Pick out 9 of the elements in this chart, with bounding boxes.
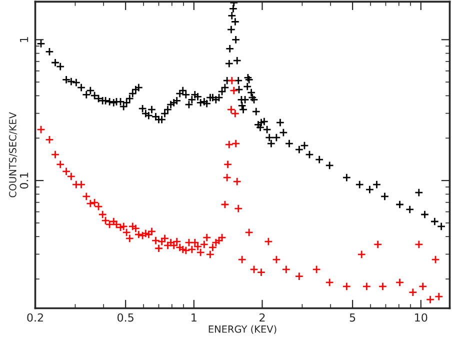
x-tick-label: 1 <box>192 313 196 322</box>
y-tick-label: 0.1 <box>20 172 28 189</box>
x-tick-label: 2 <box>260 313 265 322</box>
y-axis-title: COUNTS/SEC/KEV <box>9 112 18 198</box>
x-axis-title: ENERGY (KEV) <box>208 325 276 334</box>
x-tick-label: 5 <box>350 313 356 322</box>
x-tick-label: 0.5 <box>117 313 134 322</box>
x-tick-label: 0.2 <box>27 313 43 322</box>
x-tick-label: 10 <box>415 313 428 322</box>
